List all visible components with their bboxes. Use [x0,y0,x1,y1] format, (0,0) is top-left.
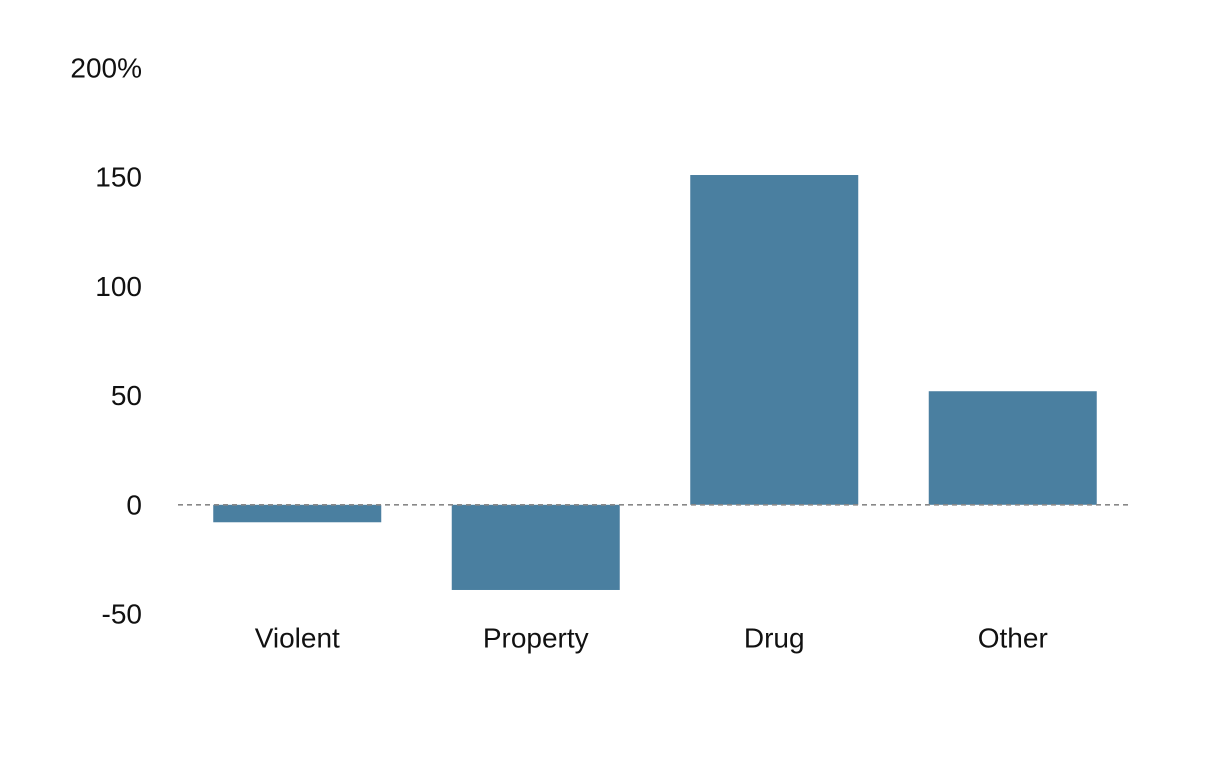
bars-group [213,175,1097,590]
bar-other [928,391,1097,505]
bar-violent [213,504,382,523]
y-tick-label: -50 [102,599,142,630]
y-tick-label: 200% [70,53,142,84]
x-category-label: Violent [255,623,340,654]
y-tick-label: 100 [95,271,142,302]
x-category-label: Drug [744,623,805,654]
bar-property [451,504,620,590]
x-category-label: Property [483,623,589,654]
y-axis: -50 0 50 100 150 200% [70,53,142,630]
y-tick-label: 50 [111,380,142,411]
y-tick-label: 150 [95,162,142,193]
bar-drug [690,175,859,505]
x-axis: Violent Property Drug Other [255,623,1048,654]
y-tick-label: 0 [126,489,142,520]
x-category-label: Other [978,623,1048,654]
